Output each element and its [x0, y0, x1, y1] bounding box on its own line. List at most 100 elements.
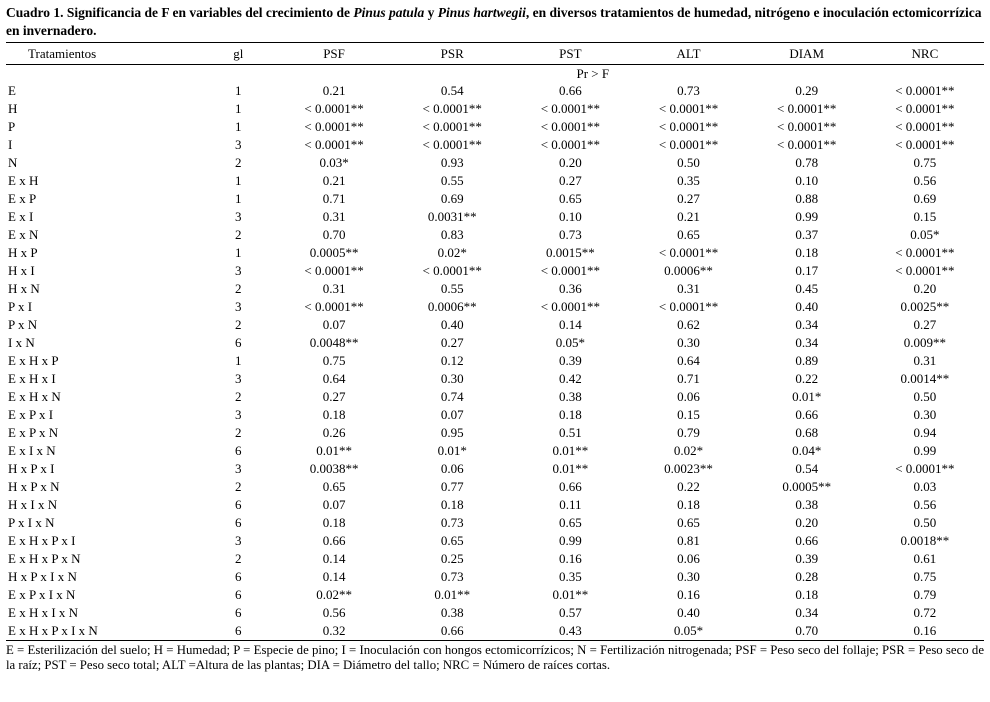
value-cell: 0.01* [792, 389, 822, 405]
value-cell: 0.04* [792, 443, 822, 459]
value-cell: 0.12 [440, 353, 464, 369]
value-cell: 0.65 [440, 533, 464, 549]
caption-suffix: , en diversos tratamientos de humedad, n… [6, 5, 982, 38]
value-cell: 0.10 [559, 209, 582, 225]
value-cell: 0.28 [795, 569, 819, 585]
value-cell: 2 [235, 479, 242, 495]
value-cell: 0.14 [322, 569, 346, 585]
value-cell: 0.21 [322, 83, 346, 99]
value-cell: 0.95 [440, 425, 464, 441]
value-cell: < 0.0001** [540, 263, 601, 279]
table-row: E x H x P x N 2 0.14 0.25 0.16 0.06 0.39 0.61 [6, 550, 984, 568]
value-cell: 0.94 [913, 425, 937, 441]
column-header-pst: PST [511, 42, 630, 66]
table-row: H x N 2 0.31 0.55 0.36 0.31 0.45 0.20 [6, 280, 984, 298]
table-row: E x I 3 0.31 0.0031** 0.10 0.21 0.99 0.15 [6, 208, 984, 226]
value-cell: 0.54 [795, 461, 819, 477]
value-cell: 0.64 [677, 353, 700, 369]
value-cell: 0.45 [795, 281, 819, 297]
treatment-cell: H x P [8, 245, 38, 261]
value-cell: < 0.0001** [777, 119, 837, 135]
pr-f-label: Pr > F [576, 66, 610, 82]
value-cell: 0.64 [322, 371, 346, 387]
value-cell: < 0.0001** [304, 263, 364, 279]
value-cell: < 0.0001** [540, 101, 601, 117]
value-cell: 0.57 [559, 605, 582, 621]
treatment-cell: E x H x P [8, 353, 59, 369]
value-cell: < 0.0001** [422, 119, 482, 135]
value-cell: 1 [235, 173, 242, 189]
value-cell: 0.20 [913, 281, 937, 297]
value-cell: < 0.0001** [895, 245, 955, 261]
value-cell: 0.69 [440, 191, 464, 207]
value-cell: 0.01* [437, 443, 467, 459]
value-cell: 0.27 [559, 173, 582, 189]
value-cell: 0.70 [795, 623, 819, 639]
value-cell: 0.0015** [546, 245, 595, 261]
value-cell: < 0.0001** [658, 245, 719, 261]
value-cell: 0.05* [673, 623, 704, 639]
value-cell: 0.32 [322, 623, 346, 639]
treatment-cell: E x N [8, 227, 39, 243]
value-cell: 0.03* [319, 155, 349, 171]
value-cell: 0.0031** [427, 209, 477, 225]
value-cell: < 0.0001** [895, 101, 955, 117]
value-cell: 0.20 [559, 155, 582, 171]
table-body: Pr > F E 1 0.21 0.54 0.66 0.73 0.29 < 0.0001** H… [6, 65, 984, 641]
treatment-cell: E x I x N [8, 443, 56, 459]
value-cell: 0.22 [677, 479, 700, 495]
value-cell: 0.0006** [664, 263, 713, 279]
table-row: E x P x N 2 0.26 0.95 0.51 0.79 0.68 0.94 [6, 424, 984, 442]
value-cell: 0.50 [677, 155, 700, 171]
table-row: E x P x I 3 0.18 0.07 0.18 0.15 0.66 0.30 [6, 406, 984, 424]
value-cell: 0.06 [677, 389, 700, 405]
value-cell: 0.14 [322, 551, 346, 567]
table-caption: Cuadro 1. Significancia de F en variable… [6, 4, 984, 39]
value-cell: 1 [235, 353, 242, 369]
table-row: P x I x N 6 0.18 0.73 0.65 0.65 0.20 0.50 [6, 514, 984, 532]
table-row: H x I 3 < 0.0001** < 0.0001** < 0.0001** 0.00… [6, 262, 984, 280]
value-cell: 0.66 [559, 83, 582, 99]
value-cell: 0.27 [913, 317, 937, 333]
value-cell: 0.11 [559, 497, 582, 513]
value-cell: 1 [235, 83, 242, 99]
treatment-cell: E x H x I x N [8, 605, 79, 621]
header-row: Tratamientos gl PSF PSR PST ALT DIAM NRC [6, 42, 984, 66]
value-cell: < 0.0001** [658, 101, 719, 117]
value-cell: 0.0048** [309, 335, 359, 351]
value-cell: 0.18 [440, 497, 464, 513]
value-cell: 0.07 [440, 407, 464, 423]
value-cell: 0.38 [559, 389, 582, 405]
value-cell: 0.27 [322, 389, 346, 405]
value-cell: 6 [235, 335, 242, 351]
value-cell: 0.66 [440, 623, 464, 639]
treatment-cell: H [8, 101, 18, 117]
value-cell: < 0.0001** [304, 101, 364, 117]
value-cell: < 0.0001** [658, 119, 719, 135]
value-cell: 0.009** [903, 335, 946, 351]
value-cell: 0.79 [913, 587, 937, 603]
value-cell: < 0.0001** [895, 137, 955, 153]
value-cell: 0.34 [795, 335, 819, 351]
value-cell: 0.06 [677, 551, 700, 567]
table-row: P x I 3 < 0.0001** 0.0006** < 0.0001** < 0.00… [6, 298, 984, 316]
value-cell: 0.07 [322, 497, 346, 513]
treatment-cell: E [8, 83, 16, 99]
value-cell: 3 [235, 407, 242, 423]
value-cell: 0.79 [677, 425, 700, 441]
table-row: E x H x I 3 0.64 0.30 0.42 0.71 0.22 0.0014** [6, 370, 984, 388]
treatment-cell: E x H x P x N [8, 551, 81, 567]
treatment-cell: H x P x I [8, 461, 55, 477]
value-cell: 6 [235, 605, 242, 621]
table-row: E x H x P x I 3 0.66 0.65 0.99 0.81 0.66 0.0018… [6, 532, 984, 550]
table-row: E x H x P 1 0.75 0.12 0.39 0.64 0.89 0.31 [6, 352, 984, 370]
value-cell: 0.30 [677, 569, 700, 585]
value-cell: < 0.0001** [658, 137, 719, 153]
value-cell: < 0.0001** [895, 83, 955, 99]
value-cell: 3 [235, 137, 242, 153]
table-row: E x I x N 6 0.01** 0.01* 0.01** 0.02* 0.04* 0.9… [6, 442, 984, 460]
value-cell: 0.18 [677, 497, 700, 513]
value-cell: 0.02** [316, 587, 352, 603]
value-cell: 0.31 [677, 281, 700, 297]
value-cell: 0.74 [440, 389, 464, 405]
